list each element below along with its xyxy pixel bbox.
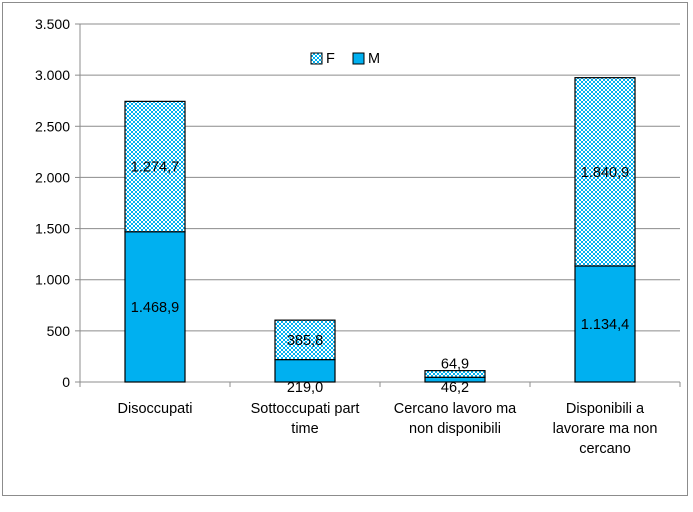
y-tick-label: 3.000 (35, 67, 70, 83)
data-labels: 1.468,9 1.274,7 219,0 385,8 46,2 64,9 1.134,4 1… (131, 160, 629, 396)
data-label: 219,0 (287, 380, 323, 396)
bars (124, 77, 636, 383)
bar-m-segment (574, 265, 636, 383)
legend-swatch-m (352, 52, 365, 65)
y-tick-label: 0 (62, 374, 70, 390)
x-category-label: Disponibili a (566, 401, 645, 417)
bar-f-segment (574, 77, 636, 267)
x-category-label: lavorare ma non (553, 421, 658, 437)
data-label: 64,9 (441, 357, 469, 373)
data-label: 46,2 (441, 380, 469, 396)
bar-f-segment (274, 319, 336, 361)
bar-f-segment (124, 100, 186, 233)
x-category-label: time (291, 421, 318, 437)
data-label: 1.840,9 (581, 165, 629, 181)
stacked-bar-chart: 0 500 1.000 1.500 2.000 2.500 3.000 3.500 Disocc… (35, 16, 681, 457)
bar-m-segment (274, 358, 336, 383)
legend-label-m: M (368, 51, 380, 67)
x-category-label: non disponibili (409, 421, 501, 437)
bar-f-segment (424, 370, 486, 378)
y-tick-label: 2.500 (35, 118, 70, 134)
y-tick-label: 2.000 (35, 169, 70, 185)
bar-m-segment (124, 231, 186, 383)
legend-label-f: F (326, 51, 335, 67)
data-label: 1.134,4 (581, 317, 629, 333)
x-category-label: Sottoccupati part (251, 401, 360, 417)
x-category-label: Disoccupati (118, 401, 193, 417)
y-tick-label: 3.500 (35, 16, 70, 32)
y-tick-label: 500 (47, 323, 71, 339)
y-tick-label: 1.500 (35, 221, 70, 237)
data-label: 1.468,9 (131, 300, 179, 316)
legend-swatch-f (310, 52, 323, 65)
data-label: 1.274,7 (131, 160, 179, 176)
x-category-label: cercano (579, 441, 631, 457)
x-category-label: Cercano lavoro ma (394, 401, 517, 417)
y-tick-label: 1.000 (35, 272, 70, 288)
data-label: 385,8 (287, 333, 323, 349)
chart-area: 0 500 1.000 1.500 2.000 2.500 3.000 3.500 Disocc… (2, 2, 688, 496)
